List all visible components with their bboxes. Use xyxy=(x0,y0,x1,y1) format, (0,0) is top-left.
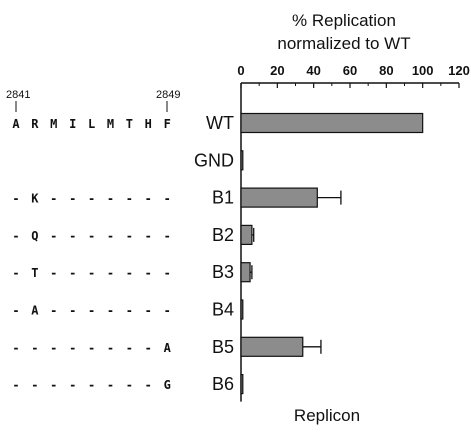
sequence-residue: - xyxy=(164,266,171,280)
bar-B4 xyxy=(240,299,244,320)
sequence-residue: - xyxy=(126,341,133,355)
sequence-residue: - xyxy=(31,341,38,355)
sequence-residue: - xyxy=(69,192,76,206)
sequence-residue: - xyxy=(164,304,171,318)
sequence-residue: - xyxy=(164,192,171,206)
sequence-residue: - xyxy=(69,341,76,355)
category-labels: WT GND B1 B2 B3 B4 B5 B6 xyxy=(194,113,234,394)
sequence-residue: G xyxy=(164,378,171,392)
sequence-residue: - xyxy=(12,341,19,355)
sequence-residue: A xyxy=(31,304,39,318)
sequence-residue: F xyxy=(164,117,171,131)
sequence-residue: - xyxy=(12,266,19,280)
sequence-residue: T xyxy=(126,117,133,131)
x-tick-label-0: 0 xyxy=(237,63,244,78)
x-tick-label-60: 60 xyxy=(343,63,357,78)
bar-GND xyxy=(240,150,244,171)
residue-end-label: 2849 xyxy=(156,89,180,101)
sequence-residue: - xyxy=(126,229,133,243)
category-label-GND: GND xyxy=(194,150,234,170)
sequence-residue: Q xyxy=(31,229,38,243)
category-label-B6: B6 xyxy=(212,374,234,394)
sequence-residue: - xyxy=(145,304,152,318)
bar-B6 xyxy=(240,374,244,395)
bar-B3 xyxy=(240,262,251,283)
sequence-residue: - xyxy=(88,266,95,280)
sequence-residue: T xyxy=(31,266,38,280)
sequence-residue: - xyxy=(145,229,152,243)
sequence-residue: - xyxy=(50,378,57,392)
sequence-residue: - xyxy=(69,229,76,243)
x-tick-label-120: 120 xyxy=(448,63,470,78)
sequence-residue: - xyxy=(145,266,152,280)
sequence-residue: - xyxy=(107,229,114,243)
sequence-residue: - xyxy=(50,266,57,280)
sequence-residue: K xyxy=(31,192,39,206)
sequence-residue: - xyxy=(107,266,114,280)
sequence-residue: - xyxy=(50,341,57,355)
sequence-residue: - xyxy=(145,341,152,355)
sequence-rows: A R M I L M T H F- K - - - - - - -- Q - - - - - - -- T - - - - - - -- A - -… xyxy=(12,117,171,392)
sequence-residue: - xyxy=(12,378,19,392)
sequence-residue: - xyxy=(145,378,152,392)
sequence-residue: - xyxy=(12,192,19,206)
bar-WT xyxy=(240,112,424,134)
category-label-B2: B2 xyxy=(212,225,234,245)
sequence-residue: L xyxy=(88,117,95,131)
sequence-residue: - xyxy=(164,229,171,243)
category-label-WT: WT xyxy=(206,113,234,133)
x-tick-label-100: 100 xyxy=(412,63,434,78)
sequence-residue: A xyxy=(12,117,20,131)
sequence-residue: I xyxy=(69,117,76,131)
sequence-residue: - xyxy=(88,378,95,392)
sequence-residue: - xyxy=(126,266,133,280)
chart-title-line1: % Replication xyxy=(292,11,396,30)
sequence-residue: - xyxy=(107,304,114,318)
sequence-residue: - xyxy=(50,192,57,206)
bars xyxy=(240,112,424,395)
bar-B1 xyxy=(240,187,318,208)
sequence-residue: - xyxy=(12,229,19,243)
category-label-B4: B4 xyxy=(212,300,234,320)
x-tick-label-20: 20 xyxy=(270,63,284,78)
sequence-residue: M xyxy=(50,117,57,131)
sequence-residue: - xyxy=(31,378,38,392)
chart-title-line2: normalized to WT xyxy=(277,34,410,53)
sequence-residue: - xyxy=(12,304,19,318)
category-label-B5: B5 xyxy=(212,337,234,357)
x-axis-label: Replicon xyxy=(294,406,360,425)
sequence-residue: - xyxy=(107,192,114,206)
sequence-residue: - xyxy=(88,341,95,355)
sequence-residue: - xyxy=(107,378,114,392)
sequence-residue: - xyxy=(88,229,95,243)
sequence-residue: - xyxy=(126,378,133,392)
x-axis: 0 20 40 60 80 100 120 xyxy=(237,63,470,402)
category-label-B3: B3 xyxy=(212,262,234,282)
sequence-residue: - xyxy=(126,304,133,318)
category-label-B1: B1 xyxy=(212,188,234,208)
sequence-residue: - xyxy=(50,304,57,318)
residue-start-label: 2841 xyxy=(6,89,30,101)
sequence-residue: - xyxy=(145,192,152,206)
sequence-residue: R xyxy=(31,117,39,131)
sequence-residue: M xyxy=(107,117,114,131)
sequence-residue: A xyxy=(164,341,172,355)
bar-B2 xyxy=(240,224,253,245)
sequence-residue: - xyxy=(69,266,76,280)
sequence-residue: - xyxy=(50,229,57,243)
x-tick-label-80: 80 xyxy=(379,63,393,78)
sequence-residue: - xyxy=(69,378,76,392)
bar-B5 xyxy=(240,336,304,357)
sequence-residue: - xyxy=(88,192,95,206)
x-tick-label-40: 40 xyxy=(306,63,320,78)
sequence-residue: - xyxy=(126,192,133,206)
sequence-residue: - xyxy=(69,304,76,318)
sequence-residue: H xyxy=(145,117,152,131)
sequence-residue: - xyxy=(88,304,95,318)
sequence-residue: - xyxy=(107,341,114,355)
